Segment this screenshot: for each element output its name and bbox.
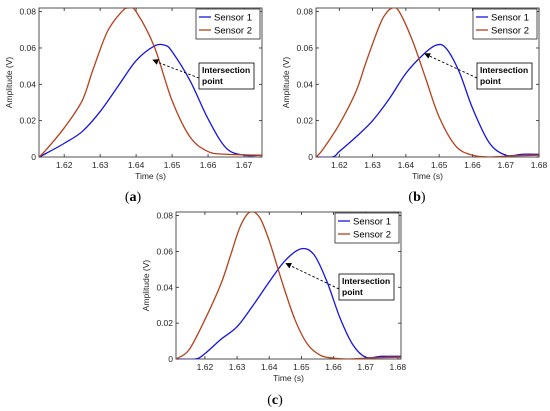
y-tick-label: 0.04	[296, 79, 313, 89]
x-tick-label: 1.67	[497, 160, 514, 170]
annotation-arrow-line	[156, 61, 200, 79]
annotation-text: point	[202, 76, 223, 86]
legend: Sensor 1 Sensor 2	[195, 8, 261, 40]
x-tick-label: 1.65	[431, 160, 448, 170]
annotation-text: point	[342, 287, 363, 297]
y-tick-label: 0.06	[19, 43, 36, 53]
annotation-text: point	[480, 76, 501, 86]
chart-panel-b: 1.62 1.63 1.64 1.65 1.66 1.67 1.68 0 0.02 0.04 0.0…	[281, 7, 548, 205]
y-tick-label: 0.04	[19, 79, 36, 89]
annotation-box	[198, 62, 255, 90]
x-axis-label: Time (s)	[412, 171, 443, 181]
y-tick-label: 0.06	[296, 43, 313, 53]
series-line-sensor-2	[39, 8, 262, 157]
panel-label: (a)	[125, 190, 142, 205]
x-tick-label: 1.68	[390, 362, 407, 372]
legend: Sensor 1 Sensor 2	[334, 212, 400, 244]
annotation-arrow-head	[152, 59, 159, 65]
annotation-text: Intersection	[202, 65, 250, 75]
x-tick-label: 1.65	[293, 362, 310, 372]
plot-area-frame	[38, 7, 263, 158]
x-tick-label: 1.67	[236, 160, 253, 170]
y-tick-label: 0.08	[156, 211, 173, 221]
y-tick-label: 0.02	[156, 318, 173, 328]
x-tick-label: 1.63	[92, 160, 109, 170]
x-tick-label: 1.66	[464, 160, 481, 170]
annotation-box	[338, 273, 395, 301]
y-tick-label: 0.04	[156, 282, 173, 292]
legend-entry-label: Sensor 2	[353, 230, 391, 241]
series-line-sensor-1	[316, 43, 539, 157]
legend-entry-label: Sensor 2	[214, 26, 252, 37]
series-line-sensor-2	[176, 212, 401, 359]
series-line-sensor-1	[176, 247, 401, 359]
y-tick-label: 0	[31, 152, 36, 162]
panel-label: (b)	[408, 190, 425, 205]
plot-area-frame	[175, 211, 402, 360]
x-tick-label: 1.64	[128, 160, 145, 170]
x-axis-label: Time (s)	[135, 171, 166, 181]
x-tick-label: 1.63	[229, 362, 246, 372]
legend-entry-label: Sensor 1	[353, 217, 391, 228]
y-axis-label: Amplitude (V)	[4, 57, 14, 109]
x-tick-label: 1.66	[200, 160, 217, 170]
legend-box	[472, 8, 538, 40]
y-tick-label: 0.08	[19, 7, 36, 17]
legend: Sensor 1 Sensor 2	[472, 8, 538, 40]
legend-box	[195, 8, 261, 40]
x-tick-label: 1.64	[261, 362, 278, 372]
annotation-arrow-head	[285, 262, 292, 269]
y-tick-label: 0.02	[296, 116, 313, 126]
x-tick-label: 1.62	[56, 160, 73, 170]
annotation-text: Intersection	[480, 65, 528, 75]
x-tick-label: 1.66	[325, 362, 342, 372]
x-axis-label: Time (s)	[273, 373, 304, 383]
x-tick-label: 1.62	[331, 160, 348, 170]
y-axis-label: Amplitude (V)	[281, 57, 291, 109]
y-tick-label: 0	[308, 152, 313, 162]
y-axis-label: Amplitude (V)	[141, 260, 151, 312]
chart-panel-a: 1.62 1.63 1.64 1.65 1.66 1.67 0 0.02 0.04 0.06 0.0…	[4, 7, 263, 205]
annotation-arrow-head	[424, 53, 431, 59]
y-tick-label: 0.02	[19, 116, 36, 126]
y-tick-label: 0	[168, 354, 173, 364]
annotation-box	[476, 62, 533, 90]
legend-entry-label: Sensor 1	[491, 13, 529, 24]
legend-entry-label: Sensor 2	[491, 26, 529, 37]
annotation-arrow-line	[289, 264, 340, 290]
series-line-sensor-2	[316, 8, 539, 157]
panel-label: (c)	[267, 393, 283, 408]
x-tick-label: 1.68	[531, 160, 548, 170]
x-tick-label: 1.64	[398, 160, 415, 170]
annotation-text: Intersection	[342, 276, 390, 286]
y-tick-label: 0.06	[156, 246, 173, 256]
x-tick-label: 1.65	[164, 160, 181, 170]
chart-panel-c: 1.62 1.63 1.64 1.65 1.66 1.67 1.68 0 0.02 0.04 0.0…	[141, 211, 406, 408]
plot-area-frame	[315, 7, 540, 158]
x-tick-label: 1.67	[357, 362, 374, 372]
legend-box	[334, 212, 400, 244]
x-tick-label: 1.62	[197, 362, 214, 372]
series-line-sensor-1	[39, 43, 262, 157]
legend-entry-label: Sensor 1	[214, 13, 252, 24]
y-tick-label: 0.08	[296, 7, 313, 17]
x-tick-label: 1.63	[364, 160, 381, 170]
